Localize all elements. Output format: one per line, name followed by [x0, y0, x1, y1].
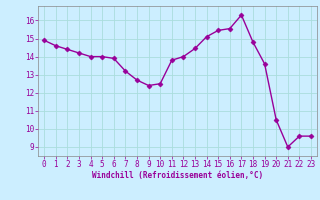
X-axis label: Windchill (Refroidissement éolien,°C): Windchill (Refroidissement éolien,°C) — [92, 171, 263, 180]
